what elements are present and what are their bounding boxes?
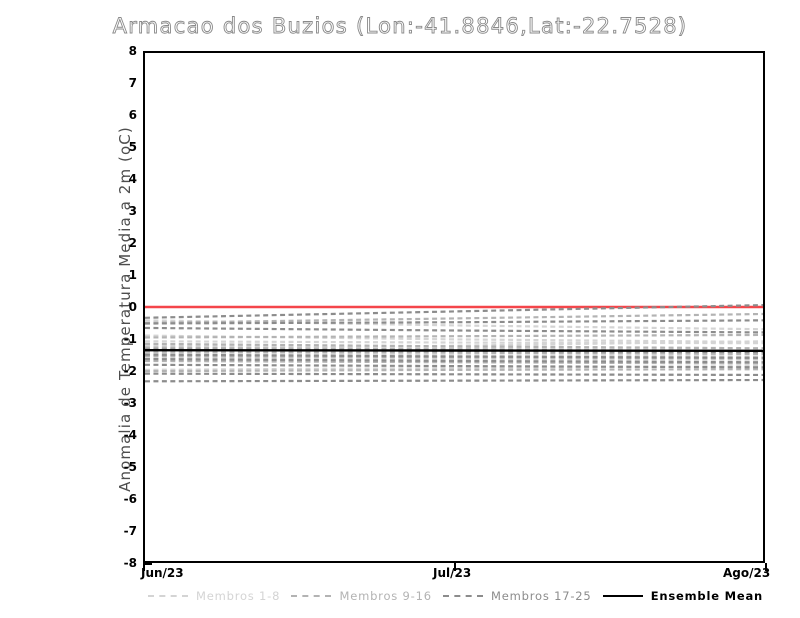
series-line [145, 372, 763, 377]
legend-swatch [291, 591, 332, 601]
series-line [145, 326, 763, 334]
y-axis-tick-label: 7 [128, 76, 137, 90]
series-line [145, 344, 763, 352]
series-line [145, 352, 763, 358]
series-line [145, 353, 763, 359]
x-axis-tick [454, 563, 456, 571]
plot-area [143, 51, 765, 563]
series-line [145, 340, 763, 345]
y-axis-tick-label: -5 [123, 460, 137, 474]
legend-label: Ensemble Mean [650, 589, 763, 603]
series-line [145, 356, 763, 361]
series-line [145, 334, 763, 344]
legend-label: Membros 1-8 [196, 589, 281, 603]
y-axis-tick-label: 5 [128, 140, 137, 154]
series-line [145, 378, 763, 383]
x-axis-tick-label: Ago/23 [723, 566, 771, 580]
series-line [145, 348, 763, 353]
legend-swatch [602, 591, 643, 601]
y-axis-tick-label: 8 [128, 44, 137, 58]
y-axis-tick-label: 2 [128, 236, 137, 250]
series-line [145, 357, 763, 364]
series-line [145, 364, 763, 371]
y-axis-tick-label: -1 [123, 332, 137, 346]
y-axis-tick-label: -4 [123, 428, 137, 442]
series-line [145, 319, 763, 325]
series-line [145, 312, 763, 324]
y-axis-tick-label: 3 [128, 204, 137, 218]
y-axis-tick-label: 1 [128, 268, 137, 282]
y-axis-tick-label: -6 [123, 492, 137, 506]
series-lines [145, 304, 763, 383]
legend-label: Membros 9-16 [339, 589, 432, 603]
series-line [145, 363, 763, 369]
series-line [145, 342, 763, 350]
x-axis-tick-label: Jul/23 [433, 566, 472, 580]
y-axis-tick-label: -8 [123, 556, 137, 570]
legend-item[interactable]: Membros 9-16 [291, 589, 431, 603]
legend-item[interactable]: Ensemble Mean [602, 589, 763, 603]
y-axis-tick-label: 0 [128, 300, 137, 314]
x-axis-tick [143, 563, 145, 571]
legend-label: Membros 17-25 [491, 589, 592, 603]
series-line [145, 368, 763, 373]
legend-item[interactable]: Membros 1-8 [148, 589, 280, 603]
y-axis-tick [143, 563, 152, 565]
y-axis-tick-label: -2 [123, 364, 137, 378]
x-axis-tick [765, 563, 767, 571]
chart-legend: Membros 1-8 Membros 9-16 Membros 17-25 Ense… [143, 586, 765, 606]
series-line [145, 333, 763, 339]
series-line [145, 304, 763, 319]
legend-item[interactable]: Membros 17-25 [443, 589, 591, 603]
y-axis-tick-label: -7 [123, 524, 137, 538]
series-line [145, 359, 763, 365]
legend-swatch [443, 591, 484, 601]
series-line [145, 350, 763, 356]
series-line [145, 346, 763, 353]
x-axis-tick-label: Jun/23 [141, 566, 184, 580]
y-axis-tick-label: 6 [128, 108, 137, 122]
legend-swatch [148, 591, 188, 601]
y-axis-tick-label: -3 [123, 396, 137, 410]
chart-title: Armacao dos Buzios (Lon:-41.8846,Lat:-22… [112, 14, 688, 39]
y-axis-tick-label: 4 [128, 172, 137, 186]
